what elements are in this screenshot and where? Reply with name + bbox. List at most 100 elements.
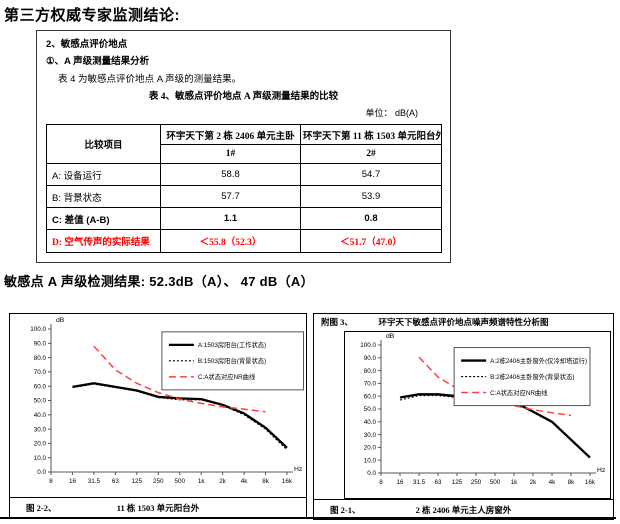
x-tick-label: 500 xyxy=(174,478,185,485)
x-axis-unit-label: Hz xyxy=(294,466,303,473)
bottom-divider-rule xyxy=(0,517,616,519)
unit-label: 单位： dB(A) xyxy=(365,108,418,118)
table-row: B: 背景状态 57.7 53.9 xyxy=(46,185,442,208)
x-tick-label: 8k xyxy=(568,479,576,486)
page-title: 第三方权威专家监测结论: xyxy=(4,7,180,24)
x-tick-label: 4k xyxy=(241,478,249,485)
row-c-label: C: 差值 (A-B) xyxy=(46,207,161,230)
x-tick-label: 125 xyxy=(132,478,143,485)
x-tick-label: 1k xyxy=(511,479,519,486)
spectrum-chart-panel-left: 0.0 10.0 20.0 30.0 40.0 50.0 60.0 70.0 80.0 90.0 1… xyxy=(9,313,307,518)
legend-label-0: A:1503房阳台(工作状态) xyxy=(198,340,266,349)
x-tick-label: 8k xyxy=(262,478,270,485)
x-tick-label: 16k xyxy=(282,478,293,485)
y-tick-label: 90.0 xyxy=(364,355,377,362)
figure-label-left: 图 2-2、 xyxy=(26,503,57,513)
x-tick-label: 31.5 xyxy=(88,478,101,485)
section-heading-a-level-analysis: ①、A 声级测量结果分析 xyxy=(46,56,150,67)
y-tick-label: 80.0 xyxy=(34,355,47,362)
x-tick-label: 8 xyxy=(379,479,383,486)
x-tick-label: 63 xyxy=(434,479,442,486)
y-tick-label: 40.0 xyxy=(34,412,47,419)
row-b-value-1: 57.7 xyxy=(160,185,301,208)
y-tick-label: 10.0 xyxy=(364,457,377,464)
x-tick-label: 16 xyxy=(69,478,77,485)
row-a-value-2: 54.7 xyxy=(300,163,442,186)
row-c-value-2: 0.8 xyxy=(300,207,442,230)
x-tick-label: 4k xyxy=(549,479,557,486)
x-tick-label: 31.5 xyxy=(413,479,426,486)
chart-caption-row-left: 图 2-2、 11 栋 1503 单元阳台外 xyxy=(10,497,306,517)
y-tick-label: 60.0 xyxy=(364,393,377,400)
x-tick-label: 16 xyxy=(396,479,404,486)
spectrum-chart-right: 0.0 10.0 20.0 30.0 40.0 50.0 60.0 70.0 80.0 90.0 1… xyxy=(360,333,606,486)
table-subheader-2: 2# xyxy=(300,144,442,164)
x-tick-label: 500 xyxy=(490,479,501,486)
table-header-compare-item: 比较项目 xyxy=(46,124,161,164)
x-tick-label: 125 xyxy=(452,479,463,486)
series-line-2 xyxy=(93,345,266,413)
y-tick-label: 50.0 xyxy=(34,398,47,405)
table-title: 表 4、敏感点评价地点 A 声级测量结果的比较 xyxy=(148,92,339,102)
figure-caption-left: 11 栋 1503 单元阳台外 xyxy=(116,503,200,513)
x-tick-label: 1k xyxy=(198,478,206,485)
table-intro-text: 表 4 为敏感点评价地点 A 声级的测量结果。 xyxy=(58,74,242,85)
spectrum-chart-panel-right: 附图 3、 环宇天下敏感点评价地点噪声频谱特性分析图 0.0 10.0 20.0 30… xyxy=(313,313,614,520)
x-tick-label: 16k xyxy=(585,479,596,486)
legend-label-0: A:2栋2406主卧窗外(仅冷却塔运行) xyxy=(490,356,587,365)
spectrum-chart-left: 0.0 10.0 20.0 30.0 40.0 50.0 60.0 70.0 80.0 90.0 1… xyxy=(30,317,305,485)
table-subheader-1: 1# xyxy=(160,144,301,164)
y-tick-label: 20.0 xyxy=(34,441,47,448)
y-tick-label: 20.0 xyxy=(364,445,377,452)
y-axis-unit-label: dB xyxy=(56,317,65,324)
row-d-label: D: 空气传声的实际结果 xyxy=(46,229,161,253)
legend-label-2: C:A状态对应NR曲线 xyxy=(490,388,548,397)
y-tick-label: 0.0 xyxy=(367,470,376,477)
x-tick-label: 2k xyxy=(530,479,538,486)
series-line-0 xyxy=(72,382,288,449)
x-tick-label: 2k xyxy=(219,478,227,485)
row-a-value-1: 58.8 xyxy=(160,163,301,186)
chart-title-right: 环宇天下敏感点评价地点噪声频谱特性分析图 xyxy=(378,317,549,327)
legend-label-1: B:2栋2406主卧窗外(背景状态) xyxy=(490,372,574,381)
x-tick-label: 63 xyxy=(112,478,120,485)
x-tick-label: 250 xyxy=(153,478,164,485)
y-tick-label: 30.0 xyxy=(364,432,377,439)
attachment-figure-label: 附图 3、 xyxy=(321,317,353,327)
y-tick-label: 40.0 xyxy=(364,419,377,426)
legend-label-2: C:A状态对应NR曲线 xyxy=(198,372,256,381)
x-tick-label: 250 xyxy=(471,479,482,486)
series-line-1 xyxy=(72,383,288,451)
table-header-location-1: 环宇天下第 2 栋 2406 单元主卧 xyxy=(160,124,301,145)
x-tick-label: 8 xyxy=(49,478,53,485)
row-d-value-1: ＜55.8（52.3） xyxy=(160,229,301,253)
y-tick-label: 0.0 xyxy=(37,469,46,476)
y-tick-label: 100.0 xyxy=(360,342,376,349)
x-axis-unit-label: Hz xyxy=(597,467,606,474)
y-tick-label: 80.0 xyxy=(364,368,377,375)
row-d-value-2: ＜51.7（47.0） xyxy=(300,229,442,253)
y-axis-unit-label: dB xyxy=(386,333,395,340)
chart-caption-row-right: 图 2-1、 2 栋 2406 单元主人房窗外 xyxy=(314,499,613,519)
monitoring-report-box: 2、敏感点评价地点 ①、A 声级测量结果分析 表 4 为敏感点评价地点 A 声级… xyxy=(36,30,451,263)
row-b-value-2: 53.9 xyxy=(300,185,442,208)
figure-caption-right: 2 栋 2406 单元主人房窗外 xyxy=(415,505,512,515)
y-tick-label: 50.0 xyxy=(364,406,377,413)
row-b-label: B: 背景状态 xyxy=(46,185,161,208)
legend-label-1: B:1503房阳台(背景状态) xyxy=(198,356,266,365)
comparison-table: 比较项目 环宇天下第 2 栋 2406 单元主卧 环宇天下第 11 栋 1503… xyxy=(46,124,442,253)
chart-frame-right: 0.0 10.0 20.0 30.0 40.0 50.0 60.0 70.0 80.0 90.0 1… xyxy=(344,331,611,499)
table-row: A: 设备运行 58.8 54.7 xyxy=(46,163,442,186)
y-tick-label: 30.0 xyxy=(34,426,47,433)
table-header-row: 比较项目 环宇天下第 2 栋 2406 单元主卧 环宇天下第 11 栋 1503… xyxy=(46,124,442,164)
row-c-value-1: 1.1 xyxy=(160,207,301,230)
y-tick-label: 100.0 xyxy=(30,326,46,333)
detection-result-summary: 敏感点 A 声级检测结果: 52.3dB（A）、 47 dB（A） xyxy=(4,274,314,289)
table-row-result: D: 空气传声的实际结果 ＜55.8（52.3） ＜51.7（47.0） xyxy=(46,229,442,253)
y-tick-label: 90.0 xyxy=(34,341,47,348)
y-tick-label: 60.0 xyxy=(34,383,47,390)
table-header-location-2: 环宇天下第 11 栋 1503 单元阳台外 xyxy=(300,124,442,145)
row-a-label: A: 设备运行 xyxy=(46,163,161,186)
y-tick-label: 70.0 xyxy=(34,369,47,376)
y-tick-label: 10.0 xyxy=(34,455,47,462)
